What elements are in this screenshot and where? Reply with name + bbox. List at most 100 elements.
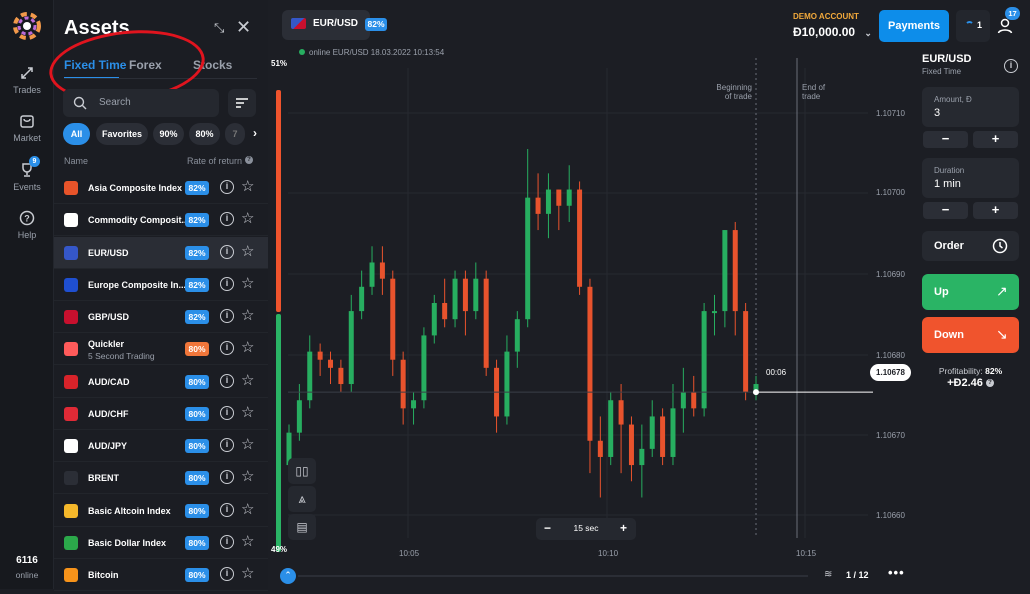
duration-minus-button[interactable]: −	[923, 202, 968, 219]
star-icon[interactable]: ☆	[241, 178, 255, 195]
info-icon[interactable]: i	[220, 534, 234, 549]
star-icon[interactable]: ☆	[241, 436, 255, 453]
info-icon[interactable]: i	[220, 276, 234, 291]
info-icon[interactable]: i	[220, 309, 234, 323]
info-icon[interactable]: i	[220, 212, 234, 227]
payments-button[interactable]: Payments	[879, 10, 949, 42]
asset-icon	[64, 342, 78, 357]
info-icon[interactable]: i	[220, 567, 234, 581]
profile-button[interactable]: 17	[994, 7, 1020, 42]
col-rate-help-icon[interactable]: ?	[245, 156, 253, 164]
tab-fixed-time[interactable]: Fixed Time	[64, 58, 127, 72]
asset-name: AUD/JPY	[88, 441, 128, 451]
tab-forex[interactable]: Forex	[129, 58, 162, 72]
down-label: Down	[934, 329, 964, 341]
rail-market[interactable]: Market	[0, 113, 54, 143]
interval-minus-button[interactable]: −	[544, 521, 552, 535]
info-icon[interactable]: i	[220, 405, 234, 420]
price-tick: 1.10660	[876, 511, 905, 520]
asset-row[interactable]: Europe Composite In... 82% i ☆	[54, 269, 268, 301]
info-icon[interactable]: i	[220, 438, 234, 452]
asset-row[interactable]: AUD/CAD 80% i ☆	[54, 366, 268, 398]
candles-tool-button[interactable]: ▯▯	[288, 458, 316, 484]
search-icon	[73, 96, 87, 110]
search-placeholder: Search	[99, 97, 131, 108]
star-icon[interactable]: ☆	[241, 274, 255, 292]
page-indicator: 1 / 12	[846, 570, 869, 580]
filter-7[interactable]: 7	[225, 123, 245, 145]
filter-90[interactable]: 90%	[153, 123, 184, 145]
timeline-handle[interactable]: ⌃	[280, 568, 296, 584]
asset-row[interactable]: Basic Altcoin Index 80% i ☆	[54, 495, 268, 527]
star-icon[interactable]: ☆	[241, 307, 255, 324]
layout-tool-button[interactable]: ▤	[288, 514, 316, 540]
star-icon[interactable]: ☆	[241, 403, 255, 421]
collapse-icon[interactable]: ⤡	[214, 20, 225, 35]
close-icon[interactable]: ✕	[236, 17, 252, 37]
logo[interactable]	[11, 10, 43, 42]
tab-stocks[interactable]: Stocks	[193, 58, 233, 72]
chart-svg[interactable]	[268, 48, 916, 589]
asset-row[interactable]: Quickler 5 Second Trading 80% i ☆	[54, 333, 268, 366]
search-input[interactable]: Search	[63, 89, 219, 117]
info-icon[interactable]: i	[220, 502, 234, 517]
draw-tool-button[interactable]: ⩓	[288, 486, 316, 512]
filter-favorites[interactable]: Favorites	[96, 123, 148, 145]
filter-all[interactable]: All	[63, 123, 90, 145]
asset-row[interactable]: Bitcoin 80% i ☆	[54, 559, 268, 591]
amount-plus-button[interactable]: +	[973, 131, 1018, 148]
star-icon[interactable]: ☆	[241, 339, 255, 357]
price-chart[interactable]: 51% 49% Beginning of trade End of trade …	[268, 48, 916, 589]
asset-row[interactable]: AUD/CHF 80% i ☆	[54, 398, 268, 430]
asset-row[interactable]: GBP/USD 82% i ☆	[54, 301, 268, 333]
up-button[interactable]: Up ↗	[922, 274, 1019, 310]
star-icon[interactable]: ☆	[241, 242, 255, 260]
star-icon[interactable]: ☆	[241, 565, 255, 582]
rail-events[interactable]: Events 9	[0, 156, 54, 192]
info-icon[interactable]: i	[220, 373, 234, 388]
candle-down	[618, 400, 624, 425]
sort-button[interactable]	[228, 89, 256, 117]
trade-info-icon[interactable]: i	[1004, 59, 1018, 73]
col-rate[interactable]: Rate of return	[187, 156, 243, 166]
layers-icon[interactable]: ≋	[824, 569, 833, 580]
asset-row[interactable]: Commodity Composit... 82% i ☆	[54, 204, 268, 237]
star-icon[interactable]: ☆	[241, 210, 255, 228]
asset-icon	[64, 213, 78, 228]
star-icon[interactable]: ☆	[241, 532, 255, 550]
asset-row[interactable]: Asia Composite Index 82% i ☆	[54, 172, 268, 204]
star-icon[interactable]: ☆	[241, 500, 255, 518]
timer: 00:06	[766, 368, 787, 377]
info-icon[interactable]: i	[220, 341, 234, 356]
trades-indicator[interactable]: 1	[956, 10, 990, 42]
amount-field[interactable]: Amount, Đ 3	[922, 87, 1019, 127]
pair-selector[interactable]: EUR/USD 82%	[282, 10, 387, 40]
profit-help-icon[interactable]: ?	[985, 379, 994, 388]
filter-next-icon[interactable]: ›	[253, 126, 257, 140]
asset-name: Quickler	[88, 339, 125, 350]
star-icon[interactable]: ☆	[241, 468, 255, 486]
asset-row[interactable]: EUR/USD 82% i ☆	[54, 236, 268, 269]
balance[interactable]: Đ10,000.00 ⌄	[793, 25, 872, 39]
duration-plus-button[interactable]: +	[973, 202, 1018, 219]
info-icon[interactable]: i	[220, 180, 234, 194]
rail-help[interactable]: ? Help	[0, 210, 54, 240]
spinner-icon	[965, 21, 974, 30]
amount-minus-button[interactable]: −	[923, 131, 968, 148]
info-icon[interactable]: i	[220, 244, 234, 259]
candle-up	[452, 278, 458, 320]
asset-row[interactable]: Basic Dollar Index 80% i ☆	[54, 527, 268, 559]
order-button[interactable]: Order	[922, 231, 1019, 261]
asset-row[interactable]: BRENT 80% i ☆	[54, 462, 268, 495]
rail-trades[interactable]: Trades	[0, 65, 54, 95]
down-button[interactable]: Down ↘	[922, 317, 1019, 353]
timeline-scrollbar[interactable]	[298, 575, 808, 577]
more-icon[interactable]: •••	[888, 565, 905, 580]
duration-field[interactable]: Duration 1 min	[922, 158, 1019, 198]
filter-80[interactable]: 80%	[189, 123, 220, 145]
asset-row[interactable]: AUD/JPY 80% i ☆	[54, 430, 268, 462]
interval-plus-button[interactable]: +	[620, 521, 628, 535]
star-icon[interactable]: ☆	[241, 371, 255, 389]
info-icon[interactable]: i	[220, 470, 234, 485]
current-price-label: 1.10678	[870, 364, 911, 381]
